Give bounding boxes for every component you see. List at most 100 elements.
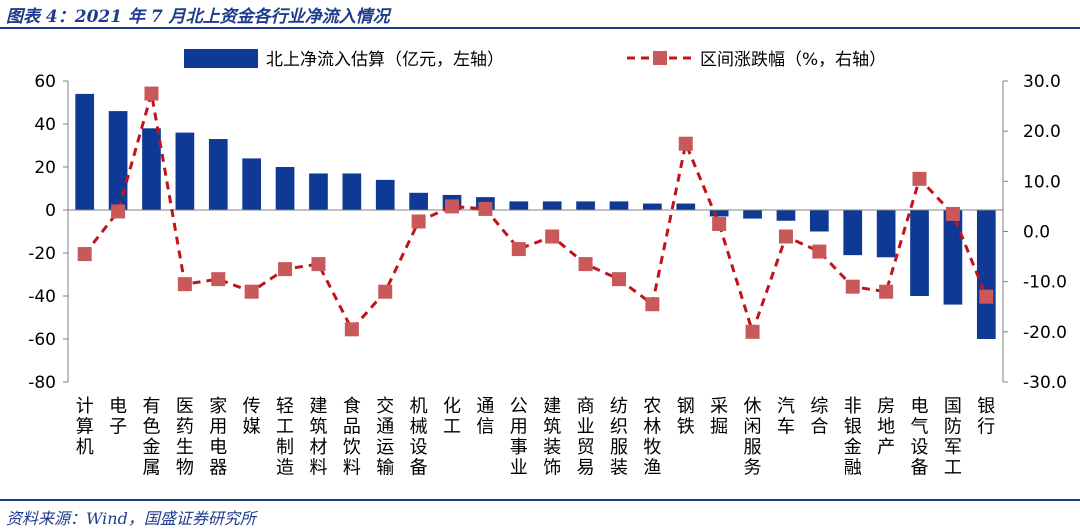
bar xyxy=(108,111,128,210)
line-marker xyxy=(545,229,560,244)
left-axis-tick-label: -40 xyxy=(28,287,56,307)
bar xyxy=(242,158,262,210)
bar xyxy=(576,201,595,210)
line-marker xyxy=(111,204,126,219)
line-marker xyxy=(445,199,460,214)
line-marker xyxy=(411,214,426,229)
line-marker xyxy=(211,272,226,287)
line-marker xyxy=(745,324,760,339)
left-axis-tick-label: 20 xyxy=(34,158,56,178)
x-category-label: 食品饮料 xyxy=(343,396,361,479)
x-category-label: 房地产 xyxy=(877,396,895,458)
line-marker xyxy=(244,284,259,299)
x-category-label: 交通运输 xyxy=(376,396,394,479)
x-category-label: 国防军工 xyxy=(944,396,962,479)
left-axis-tick-label: 0 xyxy=(45,201,56,221)
bar xyxy=(75,93,95,210)
bar xyxy=(275,167,295,210)
legend-line-label: 区间涨跌幅（%，右轴） xyxy=(700,50,886,70)
legend-line-marker xyxy=(653,51,667,65)
line-marker xyxy=(778,229,793,244)
line-marker xyxy=(578,257,593,272)
right-axis-tick-label: 30.0 xyxy=(1023,72,1061,92)
bar xyxy=(375,179,395,210)
figure-source: 资料来源：Wind，国盛证券研究所 xyxy=(6,509,256,528)
line-marker xyxy=(979,289,994,304)
x-category-label: 通信 xyxy=(476,396,494,438)
bar xyxy=(409,192,428,210)
x-category-label: 商业贸易 xyxy=(577,396,595,479)
x-category-label: 休闲服务 xyxy=(744,396,762,479)
line-marker xyxy=(344,322,359,337)
x-category-label: 电气设备 xyxy=(911,396,929,479)
left-axis-tick-label: -80 xyxy=(28,373,56,393)
line-marker xyxy=(678,136,693,151)
line-marker xyxy=(511,242,526,257)
line-marker xyxy=(712,216,727,231)
line-marker xyxy=(645,297,660,312)
bar xyxy=(776,210,796,221)
line-marker xyxy=(845,279,860,294)
bar xyxy=(676,203,696,210)
bar xyxy=(509,201,529,210)
x-category-label: 公用事业 xyxy=(510,396,528,479)
line-marker xyxy=(278,262,293,277)
line-marker xyxy=(144,86,159,101)
line-marker xyxy=(611,272,626,287)
right-axis-tick-label: -30.0 xyxy=(1023,373,1067,393)
right-axis-tick-label: 20.0 xyxy=(1023,122,1061,142)
x-category-label: 轻工制造 xyxy=(276,396,294,479)
left-axis-tick-label: -60 xyxy=(28,330,56,350)
x-category-label: 银行 xyxy=(977,396,995,438)
line-marker xyxy=(879,284,894,299)
x-category-label: 计算机 xyxy=(76,396,94,458)
line-series xyxy=(83,93,988,337)
line-marker xyxy=(177,277,192,292)
bar xyxy=(809,210,829,232)
x-category-label: 医药生物 xyxy=(176,396,194,479)
x-category-label: 化工 xyxy=(443,396,461,438)
line-marker xyxy=(812,244,827,259)
legend-bar-swatch xyxy=(184,49,258,68)
left-axis-tick-label: 60 xyxy=(34,72,56,92)
bar xyxy=(342,173,362,210)
right-axis-tick-label: 0.0 xyxy=(1023,223,1050,243)
bar xyxy=(709,210,729,217)
bar xyxy=(910,210,929,296)
bar xyxy=(542,201,562,210)
bar xyxy=(943,210,963,305)
bar xyxy=(643,203,662,210)
bar xyxy=(876,210,896,258)
bar xyxy=(743,210,762,219)
bar xyxy=(208,139,228,210)
right-axis-tick-label: -10.0 xyxy=(1023,273,1067,293)
bar xyxy=(175,132,195,210)
x-category-label: 有色金属 xyxy=(142,396,160,479)
x-category-label: 汽车 xyxy=(777,396,795,438)
x-category-label: 纺织服装 xyxy=(610,396,628,479)
bar xyxy=(309,173,328,210)
line-marker xyxy=(912,171,927,186)
figure-title: 图表 4：2021 年 7 月北上资金各行业净流入情况 xyxy=(6,7,390,27)
top-rule xyxy=(0,27,1080,29)
legend-bar-label: 北上净流入估算（亿元，左轴） xyxy=(266,50,504,70)
x-category-label: 建筑装饰 xyxy=(543,396,561,479)
right-axis-tick-label: -20.0 xyxy=(1023,323,1067,343)
line-marker xyxy=(378,284,393,299)
bar xyxy=(843,210,863,256)
left-axis-tick-label: -20 xyxy=(28,244,56,264)
line-marker xyxy=(311,257,326,272)
x-category-label: 建筑材料 xyxy=(309,396,327,479)
combo-chart: 60 40 20 0 -20 -40 -60 -80 30.0 20.0 10.0 0.0 -10.0 -… xyxy=(28,49,1067,479)
line-marker xyxy=(478,201,493,216)
right-axis-tick-label: 10.0 xyxy=(1023,172,1061,192)
x-category-label: 综合 xyxy=(810,396,828,438)
x-category-label: 家用电器 xyxy=(209,396,227,479)
line-marker xyxy=(945,206,960,221)
bar xyxy=(976,210,996,339)
left-axis-tick-label: 40 xyxy=(34,115,56,135)
x-category-label: 传媒 xyxy=(243,396,261,438)
x-category-label: 钢铁 xyxy=(677,396,695,438)
bar xyxy=(142,128,161,210)
x-category-label: 非银金融 xyxy=(844,396,862,479)
